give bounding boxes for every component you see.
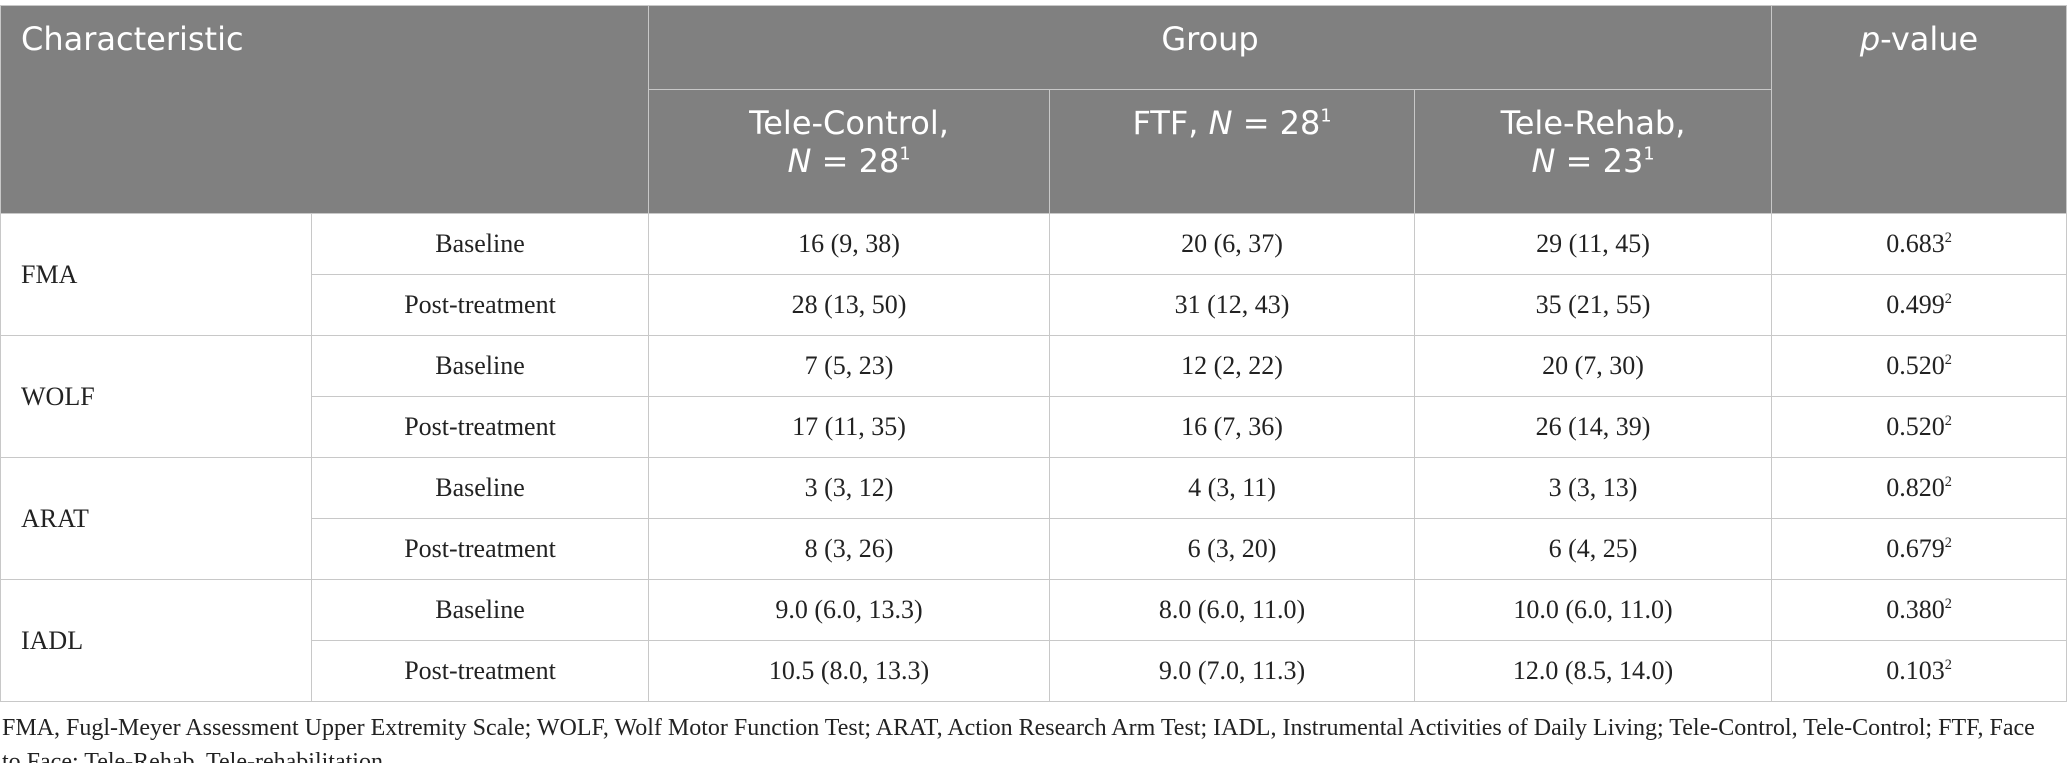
footnote-marker: 2 <box>1944 413 1952 429</box>
p-value-cell: 0.6832 <box>1771 213 2067 275</box>
value-cell: 6 (4, 25) <box>1414 518 1773 580</box>
p-value: 0.103 <box>1886 656 1945 685</box>
p-value: 0.679 <box>1886 534 1945 563</box>
footnote-marker: 2 <box>1944 291 1952 307</box>
p-value: 0.520 <box>1886 412 1945 441</box>
time-cell: Baseline <box>310 457 650 519</box>
group-n-label: N <box>1208 104 1233 142</box>
footnote-marker: 2 <box>1944 596 1952 612</box>
time-cell: Baseline <box>310 579 650 641</box>
value-cell: 10.0 (6.0, 11.0) <box>1414 579 1773 641</box>
header-text: Characteristic <box>21 20 244 58</box>
table-body: FMA Baseline 16 (9, 38) 20 (6, 37) 29 (11, 4… <box>0 213 2067 702</box>
header-text: p <box>1859 20 1881 58</box>
group-name: Tele-Control, <box>749 104 949 142</box>
results-table: Characteristic Group p-value Tele-Control, N… <box>0 5 2067 702</box>
footnote-marker: 1 <box>1320 106 1332 127</box>
footnote-marker: 1 <box>1643 145 1655 166</box>
value-cell: 8 (3, 26) <box>648 518 1051 580</box>
value-cell: 9.0 (7.0, 11.3) <box>1049 640 1416 702</box>
measure-cell: WOLF <box>0 335 312 458</box>
footnote-marker: 1 <box>899 145 911 166</box>
value-cell: 29 (11, 45) <box>1414 213 1773 275</box>
data-row: IADL Baseline 9.0 (6.0, 13.3) 8.0 (6.0, 11.… <box>0 579 2067 702</box>
group-n-label: N <box>787 142 812 181</box>
group-name: FTF, <box>1132 104 1209 142</box>
time-cell: Post-treatment <box>310 518 650 580</box>
footnote-marker: 2 <box>1944 657 1952 673</box>
value-cell: 8.0 (6.0, 11.0) <box>1049 579 1416 641</box>
group-n: = 23 <box>1555 142 1644 181</box>
value-cell: 12 (2, 22) <box>1049 335 1416 397</box>
data-row: Post-treatment 17 (11, 35) 16 (7, 36) 26 (1… <box>1 396 2067 458</box>
group-n: = 28 <box>811 142 900 181</box>
value-cell: 4 (3, 11) <box>1049 457 1416 519</box>
p-value-cell: 0.5202 <box>1771 396 2067 458</box>
time-cell: Baseline <box>310 335 650 397</box>
data-row: Post-treatment 8 (3, 26) 6 (3, 20) 6 (4, 25… <box>1 518 2067 580</box>
p-value: 0.683 <box>1886 229 1945 258</box>
table-head: Characteristic Group p-value Tele-Control, N… <box>0 5 2067 214</box>
value-cell: 7 (5, 23) <box>648 335 1051 397</box>
group-name: Tele-Rehab, <box>1500 104 1686 142</box>
header-cell: Characteristic <box>0 5 650 214</box>
measure-cell: FMA <box>0 213 312 336</box>
header-row: Tele-Control, N = 281 FTF, N = 281 Tele-Reh… <box>1 89 2067 214</box>
p-value-cell: 0.4992 <box>1771 274 2067 336</box>
value-cell: 31 (12, 43) <box>1049 274 1416 336</box>
p-value-cell: 0.5202 <box>1771 335 2067 397</box>
data-row: WOLF Baseline 7 (5, 23) 12 (2, 22) 20 (7, 30… <box>0 335 2067 458</box>
p-value-cell: 0.1032 <box>1771 640 2067 702</box>
group-n-label: N <box>1531 142 1556 181</box>
value-cell: 10.5 (8.0, 13.3) <box>648 640 1051 702</box>
header-text: Group <box>1161 20 1259 58</box>
value-cell: 16 (9, 38) <box>648 213 1051 275</box>
data-row: ARAT Baseline 3 (3, 12) 4 (3, 11) 3 (3, 13) 0… <box>0 457 2067 580</box>
header-cell: p-value <box>1771 5 2067 214</box>
p-value: 0.380 <box>1886 595 1945 624</box>
footnote-marker: 2 <box>1944 352 1952 368</box>
value-cell: 35 (21, 55) <box>1414 274 1773 336</box>
p-value: 0.520 <box>1886 351 1945 380</box>
data-row: FMA Baseline 16 (9, 38) 20 (6, 37) 29 (11, 4… <box>0 213 2067 336</box>
header-cell: FTF, N = 281 <box>1049 89 1416 214</box>
value-cell: 3 (3, 12) <box>648 457 1051 519</box>
value-cell: 9.0 (6.0, 13.3) <box>648 579 1051 641</box>
group-n: = 28 <box>1232 104 1321 142</box>
data-row: Post-treatment 10.5 (8.0, 13.3) 9.0 (7.0, … <box>1 640 2067 702</box>
value-cell: 3 (3, 13) <box>1414 457 1773 519</box>
footnote-marker: 2 <box>1944 474 1952 490</box>
measure-cell: IADL <box>0 579 312 702</box>
header-cell: Group <box>648 5 1773 90</box>
measure-cell: ARAT <box>0 457 312 580</box>
value-cell: 12.0 (8.5, 14.0) <box>1414 640 1773 702</box>
value-cell: 28 (13, 50) <box>648 274 1051 336</box>
time-cell: Post-treatment <box>310 640 650 702</box>
value-cell: 17 (11, 35) <box>648 396 1051 458</box>
footnote: FMA, Fugl-Meyer Assessment Upper Extremi… <box>2 715 2035 763</box>
p-value: 0.499 <box>1886 290 1945 319</box>
value-cell: 20 (6, 37) <box>1049 213 1416 275</box>
header-row: Characteristic Group p-value <box>0 5 2067 214</box>
header-text: -value <box>1880 20 1979 58</box>
header-cell: Tele-Rehab, N = 231 <box>1414 89 1773 214</box>
footnote-marker: 2 <box>1944 535 1952 551</box>
value-cell: 20 (7, 30) <box>1414 335 1773 397</box>
p-value-cell: 0.3802 <box>1771 579 2067 641</box>
value-cell: 16 (7, 36) <box>1049 396 1416 458</box>
footnote-marker: 2 <box>1944 230 1952 246</box>
value-cell: 26 (14, 39) <box>1414 396 1773 458</box>
value-cell: 6 (3, 20) <box>1049 518 1416 580</box>
time-cell: Post-treatment <box>310 274 650 336</box>
data-row: Post-treatment 28 (13, 50) 31 (12, 43) 35 (… <box>1 274 2067 336</box>
time-cell: Post-treatment <box>310 396 650 458</box>
time-cell: Baseline <box>310 213 650 275</box>
p-value-cell: 0.6792 <box>1771 518 2067 580</box>
header-cell: Tele-Control, N = 281 <box>648 89 1051 214</box>
p-value-cell: 0.8202 <box>1771 457 2067 519</box>
p-value: 0.820 <box>1886 473 1945 502</box>
